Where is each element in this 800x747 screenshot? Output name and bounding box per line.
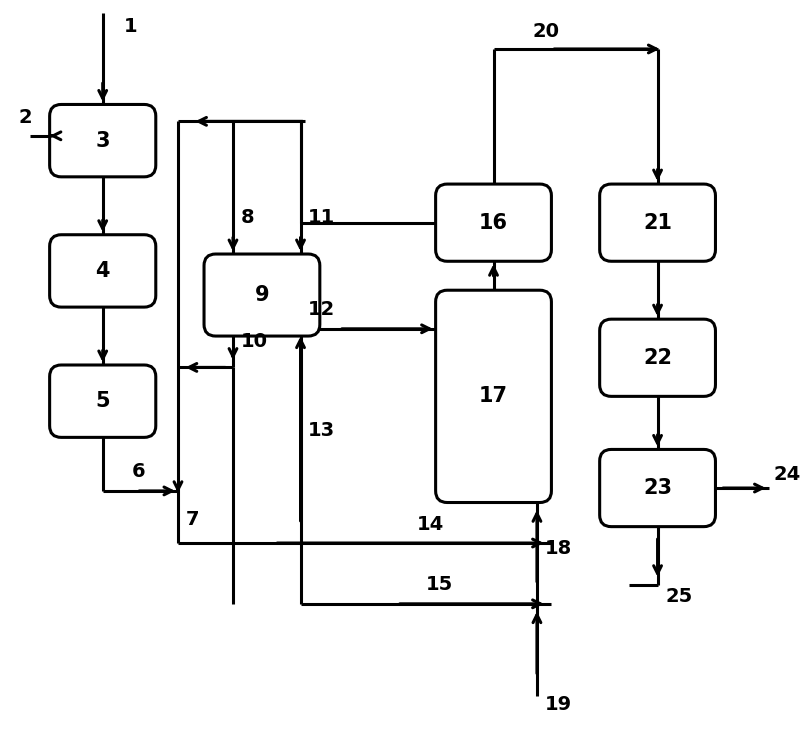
Text: 20: 20 bbox=[532, 22, 559, 41]
FancyBboxPatch shape bbox=[600, 319, 715, 397]
Text: 25: 25 bbox=[666, 587, 693, 606]
Text: 14: 14 bbox=[416, 515, 443, 533]
FancyBboxPatch shape bbox=[600, 450, 715, 527]
Text: 22: 22 bbox=[643, 348, 672, 368]
Text: 21: 21 bbox=[643, 213, 672, 232]
Text: 5: 5 bbox=[95, 391, 110, 411]
FancyBboxPatch shape bbox=[436, 291, 551, 503]
Text: 7: 7 bbox=[186, 509, 199, 529]
Text: 17: 17 bbox=[479, 386, 508, 406]
Text: 16: 16 bbox=[479, 213, 508, 232]
FancyBboxPatch shape bbox=[436, 184, 551, 261]
FancyBboxPatch shape bbox=[50, 105, 156, 177]
FancyBboxPatch shape bbox=[50, 235, 156, 307]
Text: 19: 19 bbox=[545, 695, 572, 714]
Text: 8: 8 bbox=[241, 208, 254, 227]
Text: 23: 23 bbox=[643, 478, 672, 498]
Text: 3: 3 bbox=[95, 131, 110, 151]
Text: 9: 9 bbox=[254, 285, 270, 305]
Text: 6: 6 bbox=[132, 462, 146, 481]
Text: 4: 4 bbox=[95, 261, 110, 281]
Text: 11: 11 bbox=[308, 208, 335, 227]
Text: 1: 1 bbox=[124, 16, 138, 36]
FancyBboxPatch shape bbox=[50, 365, 156, 438]
Text: 13: 13 bbox=[308, 421, 335, 440]
FancyBboxPatch shape bbox=[600, 184, 715, 261]
Text: 15: 15 bbox=[426, 575, 454, 595]
Text: 24: 24 bbox=[774, 465, 800, 484]
Text: 18: 18 bbox=[545, 539, 572, 558]
Text: 10: 10 bbox=[241, 332, 268, 351]
Text: 12: 12 bbox=[308, 300, 335, 319]
FancyBboxPatch shape bbox=[204, 254, 320, 336]
Text: 2: 2 bbox=[18, 108, 32, 127]
